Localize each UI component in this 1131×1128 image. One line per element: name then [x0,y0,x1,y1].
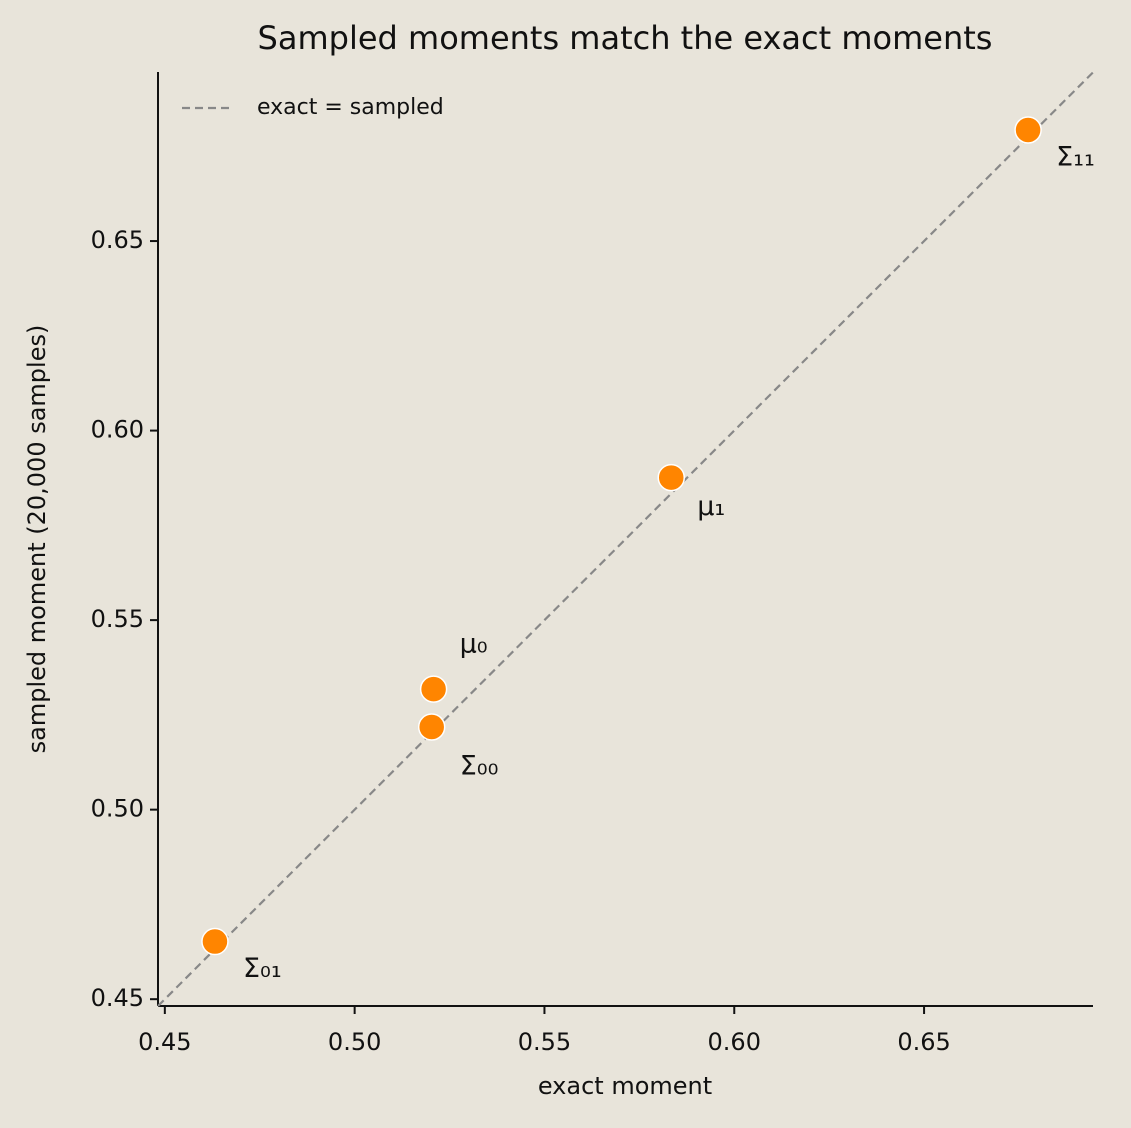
y-tick-label: 0.60 [91,416,144,444]
point-label: Σ₀₀ [460,751,499,782]
y-tick-label: 0.55 [91,605,144,633]
chart-title: Sampled moments match the exact moments [258,19,993,57]
x-tick-label: 0.50 [328,1028,381,1056]
point-label: Σ₀₁ [243,953,282,984]
x-tick-label: 0.55 [518,1028,571,1056]
point-label: Σ₁₁ [1056,141,1095,172]
point [1014,116,1042,144]
x-tick-label: 0.45 [138,1028,191,1056]
y-tick-label: 0.50 [91,795,144,823]
y-tick-label: 0.65 [91,226,144,254]
point [419,675,448,703]
point-label: μ₁ [697,491,725,522]
y-tick-label: 0.45 [91,984,144,1012]
point [417,713,446,741]
legend-label: exact = sampled [257,95,444,120]
point [657,463,685,492]
point-label: μ₀ [460,629,488,660]
y-axis-label: sampled moment (20,000 samples) [23,325,51,754]
point [201,927,229,956]
x-axis-label: exact moment [538,1072,712,1100]
x-tick-label: 0.60 [708,1028,761,1056]
x-tick-label: 0.65 [897,1028,950,1056]
